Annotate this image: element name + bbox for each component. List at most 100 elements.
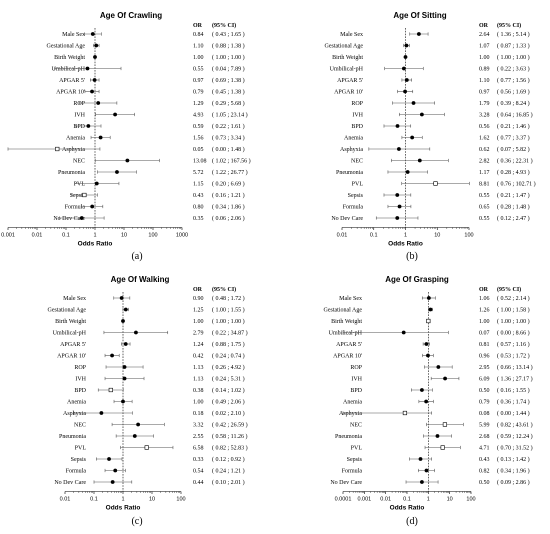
or-point xyxy=(90,89,94,94)
or-value: 2.82 xyxy=(479,159,490,165)
or-point xyxy=(395,124,400,128)
ci-value: ( 0.36 ; 1.74 ) xyxy=(497,399,530,406)
or-value: 1.13 xyxy=(193,365,204,371)
or-point xyxy=(397,204,402,209)
ci-value: ( 0.52 ; 2.14 ) xyxy=(497,295,530,302)
ci-value: ( 0.12 ; 2.47 ) xyxy=(497,215,530,222)
or-value: 0.43 xyxy=(193,193,204,199)
or-point xyxy=(99,411,104,415)
or-value: 2.68 xyxy=(479,434,490,440)
or-value: 0.55 xyxy=(193,67,204,73)
or-point xyxy=(404,78,409,82)
or-point xyxy=(426,353,430,358)
ci-value: ( 0.48 ; 1.72 ) xyxy=(212,295,245,302)
or-value: 8.81 xyxy=(479,182,490,188)
ci-value: ( 0.87 ; 1.33 ) xyxy=(497,43,530,50)
row-label: Umbilical-pH xyxy=(52,67,86,73)
or-point xyxy=(123,307,128,312)
ci-value: ( 0.14 ; 1.02 ) xyxy=(212,387,245,394)
or-value: 0.08 xyxy=(479,411,490,417)
ci-value: ( 0.07 ; 5.82 ) xyxy=(497,146,530,153)
row-label: Birth Weight xyxy=(54,55,85,61)
or-value: 0.81 xyxy=(479,342,490,348)
or-point-open xyxy=(433,181,438,186)
ci-header: (95% CI) xyxy=(212,286,236,293)
ci-value: ( 0.04 ; 7.89 ) xyxy=(212,66,245,73)
or-value: 2.95 xyxy=(479,365,490,371)
or-value: 0.50 xyxy=(479,480,490,486)
row-label: Anemia xyxy=(67,400,86,406)
or-value: 1.00 xyxy=(479,55,490,61)
ci-value: ( 0.59 ; 12.24 ) xyxy=(497,433,533,440)
panel-caption: (c) xyxy=(131,516,142,527)
panel-caption: (d) xyxy=(406,516,418,527)
or-point xyxy=(123,342,128,346)
x-tick-label: 0.01 xyxy=(60,497,71,503)
or-value: 0.84 xyxy=(193,32,204,38)
ci-value: ( 0.29 ; 5.68 ) xyxy=(212,100,245,107)
row-label: Umbilical-pH xyxy=(330,67,364,73)
or-point xyxy=(92,78,97,82)
or-value: 0.90 xyxy=(193,296,204,302)
panel-1: Age Of Crawling OR (95% CI) 0.001 0.01 0.1 1 10… xyxy=(1,11,251,262)
panel-4: Age Of Grasping OR (95% CI) 0.0001 0.001 0.01… xyxy=(324,275,533,527)
x-tick-label: 1 xyxy=(121,497,124,503)
or-point xyxy=(107,457,111,461)
or-value: 2.55 xyxy=(193,434,204,440)
or-value: 0.50 xyxy=(479,388,490,394)
or-point xyxy=(418,457,423,461)
panel-title: Age Of Crawling xyxy=(100,11,162,20)
x-tick-label: 0.001 xyxy=(357,497,371,503)
or-header: OR xyxy=(479,23,489,29)
or-header: OR xyxy=(193,287,203,293)
or-value: 0.62 xyxy=(479,147,490,153)
ci-value: ( 0.82 ; 52.83 ) xyxy=(212,445,248,452)
x-tick-label: 10 xyxy=(149,497,155,503)
or-value: 2.64 xyxy=(479,32,490,38)
row-label: IVH xyxy=(351,377,362,383)
or-value: 0.79 xyxy=(479,400,490,406)
ci-value: ( 0.00 ; 8.66 ) xyxy=(497,330,530,337)
ci-value: ( 1.00 ; 1.00 ) xyxy=(497,54,530,61)
row-label: APGAR 5' xyxy=(60,342,86,348)
row-label: APGAR 5' xyxy=(336,342,362,348)
or-point-open xyxy=(440,445,445,450)
or-value: 1.00 xyxy=(193,400,204,406)
row-label: Male Sex xyxy=(62,32,85,38)
row-label: Anemia xyxy=(344,136,363,142)
row-label: Anemia xyxy=(66,136,85,142)
or-point xyxy=(119,296,124,300)
ci-header: (95% CI) xyxy=(497,22,521,29)
or-point xyxy=(395,216,400,220)
or-value: 1.10 xyxy=(479,78,490,84)
or-value: 13.08 xyxy=(193,159,207,165)
or-value: 0.82 xyxy=(479,469,490,475)
ci-value: ( 0.70 ; 31.52 ) xyxy=(497,445,533,452)
x-tick-label: 0.1 xyxy=(403,497,411,503)
or-point xyxy=(420,480,424,484)
ci-value: ( 0.64 ; 16.85 ) xyxy=(497,112,533,119)
or-point xyxy=(436,365,441,369)
row-label: APGAR 10' xyxy=(56,90,85,96)
panel-caption: (a) xyxy=(131,251,142,262)
ci-value: ( 0.69 ; 1.38 ) xyxy=(212,77,245,84)
or-value: 1.25 xyxy=(193,308,204,314)
row-label: BPD xyxy=(74,388,86,394)
or-value: 1.79 xyxy=(479,101,490,107)
or-point xyxy=(395,193,400,197)
row-label: APGAR 10' xyxy=(334,90,363,96)
ci-value: ( 0.22 ; 1.61 ) xyxy=(212,123,245,130)
or-point xyxy=(428,307,433,312)
ci-value: ( 0.16 ; 1.21 ) xyxy=(212,192,245,199)
or-point xyxy=(420,388,424,392)
or-value: 0.55 xyxy=(479,216,490,222)
or-point xyxy=(90,32,95,36)
x-axis-label: Odds Ratio xyxy=(390,505,425,512)
or-point xyxy=(404,43,409,48)
row-label: Formula xyxy=(342,469,363,475)
ci-value: ( 0.10 ; 2.01 ) xyxy=(212,479,245,486)
x-tick-label: 10 xyxy=(434,233,440,239)
or-point xyxy=(96,101,101,105)
or-value: 0.97 xyxy=(193,78,204,84)
